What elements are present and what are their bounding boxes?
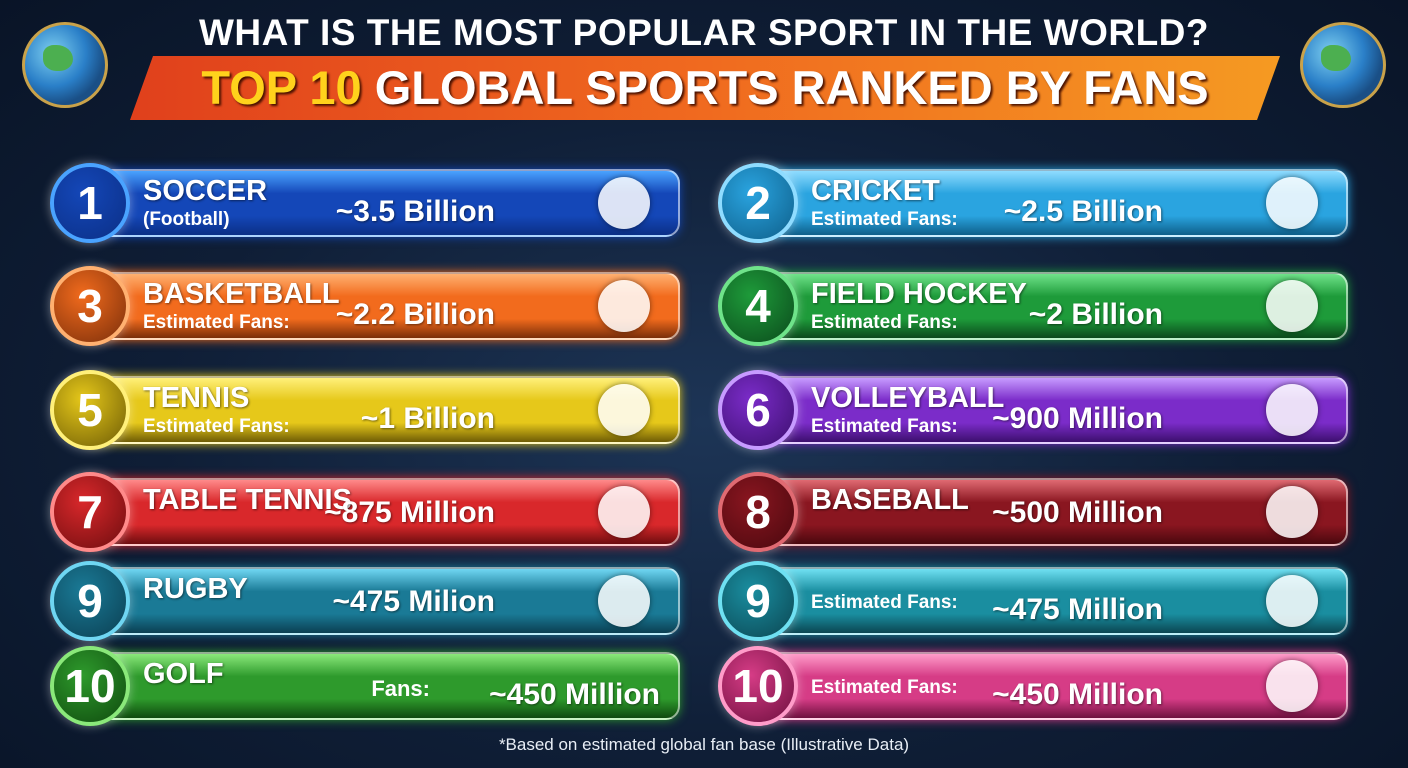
sport-name: RUGBY (143, 573, 248, 605)
sport-card: 1 SOCCER (Football) ~3.5 Billion (50, 163, 680, 243)
fans-label: Estimated Fans: (811, 592, 958, 613)
rank-badge: 1 (50, 163, 130, 243)
sport-name: TABLE TENNIS (143, 484, 352, 516)
sport-name: FIELD HOCKEY (811, 278, 1027, 310)
title: WHAT IS THE MOST POPULAR SPORT IN THE WO… (199, 12, 1209, 53)
rank-badge: 4 (718, 266, 798, 346)
sport-card: 4 FIELD HOCKEY Estimated Fans: ~2 Billion (718, 266, 1348, 346)
card-bar (80, 478, 680, 546)
fans-count: ~450 Million (489, 678, 660, 711)
sport-name: BASEBALL (811, 484, 969, 516)
banner (130, 56, 1280, 120)
sport-card: 8 BASEBALL ~500 Million (718, 472, 1348, 552)
card-bar (80, 272, 680, 340)
fans-label: Estimated Fans: (143, 416, 290, 437)
fans-count: ~3.5 Billion (335, 195, 495, 228)
fans-label: Estimated Fans: (811, 677, 958, 698)
fans-count: ~900 Million (992, 402, 1163, 435)
sport-card: 3 BASKETBALL Estimated Fans: ~2.2 Billion (50, 266, 680, 346)
rank-badge: 2 (718, 163, 798, 243)
card-bar (748, 652, 1348, 720)
card-bar (748, 567, 1348, 635)
sport-icon (598, 384, 650, 436)
card-bar (80, 567, 680, 635)
sport-card: 2 CRICKET Estimated Fans: ~2.5 Billion (718, 163, 1348, 243)
sport-card: 9 Estimated Fans: ~475 Million (718, 561, 1348, 641)
fans-label: Fans: (371, 676, 430, 701)
fans-label: (Football) (143, 209, 230, 230)
card-bar (748, 169, 1348, 237)
card-bar (80, 652, 680, 720)
sport-icon (598, 280, 650, 332)
rank-badge: 10 (718, 646, 798, 726)
banner-highlight: TOP 10 (201, 61, 362, 114)
sport-card: 6 VOLLEYBALL Estimated Fans: ~900 Million (718, 370, 1348, 450)
rank-badge: 8 (718, 472, 798, 552)
rank-badge: 7 (50, 472, 130, 552)
sport-icon (598, 177, 650, 229)
rank-badge: 5 (50, 370, 130, 450)
sport-name: TENNIS (143, 382, 250, 414)
globe-icon (22, 22, 108, 108)
sport-name: VOLLEYBALL (811, 382, 1005, 414)
fans-count: ~450 Million (992, 678, 1163, 711)
rank-badge: 3 (50, 266, 130, 346)
card-bar (748, 272, 1348, 340)
sport-icon (1266, 486, 1318, 538)
fans-count: ~875 Million (324, 496, 495, 529)
sport-card: 7 TABLE TENNIS ~875 Million (50, 472, 680, 552)
fans-count: ~2.2 Billion (335, 298, 495, 331)
fans-count: ~475 Million (992, 593, 1163, 626)
fans-count: ~2 Billion (1028, 298, 1163, 331)
globe-icon (1300, 22, 1386, 108)
banner-text: TOP 10 GLOBAL SPORTS RANKED BY FANS (130, 56, 1280, 120)
fans-count: ~475 Milion (332, 585, 495, 618)
sport-card: 9 RUGBY ~475 Milion (50, 561, 680, 641)
sport-icon (1266, 660, 1318, 712)
card-bar (748, 478, 1348, 546)
rank-badge: 10 (50, 646, 130, 726)
rank-badge: 6 (718, 370, 798, 450)
sport-icon (1266, 384, 1318, 436)
fans-count: ~2.5 Billion (1003, 195, 1163, 228)
rank-badge: 9 (50, 561, 130, 641)
sport-icon (1266, 280, 1318, 332)
sport-icon (1266, 177, 1318, 229)
rank-badge: 9 (718, 561, 798, 641)
fans-count: ~500 Million (992, 496, 1163, 529)
sport-icon (1266, 575, 1318, 627)
fans-label: Estimated Fans: (811, 416, 958, 437)
sport-name: GOLF (143, 658, 224, 690)
card-bar (80, 376, 680, 444)
sport-name: CRICKET (811, 175, 940, 207)
sport-name: BASKETBALL (143, 278, 340, 310)
sport-card: 5 TENNIS Estimated Fans: ~1 Billion (50, 370, 680, 450)
sport-icon (598, 486, 650, 538)
fans-count: ~1 Billion (360, 402, 495, 435)
card-bar (748, 376, 1348, 444)
sport-card: 10 GOLF Fans: ~450 Million (50, 646, 680, 726)
fans-label: Estimated Fans: (811, 312, 958, 333)
sport-card: 10 Estimated Fans: ~450 Million (718, 646, 1348, 726)
sport-name: SOCCER (143, 175, 268, 207)
banner-label: GLOBAL SPORTS RANKED BY FANS (374, 61, 1209, 114)
sport-icon (598, 575, 650, 627)
footnote: *Based on estimated global fan base (Ill… (498, 735, 910, 754)
fans-label: Estimated Fans: (811, 209, 958, 230)
fans-label: Estimated Fans: (143, 312, 290, 333)
